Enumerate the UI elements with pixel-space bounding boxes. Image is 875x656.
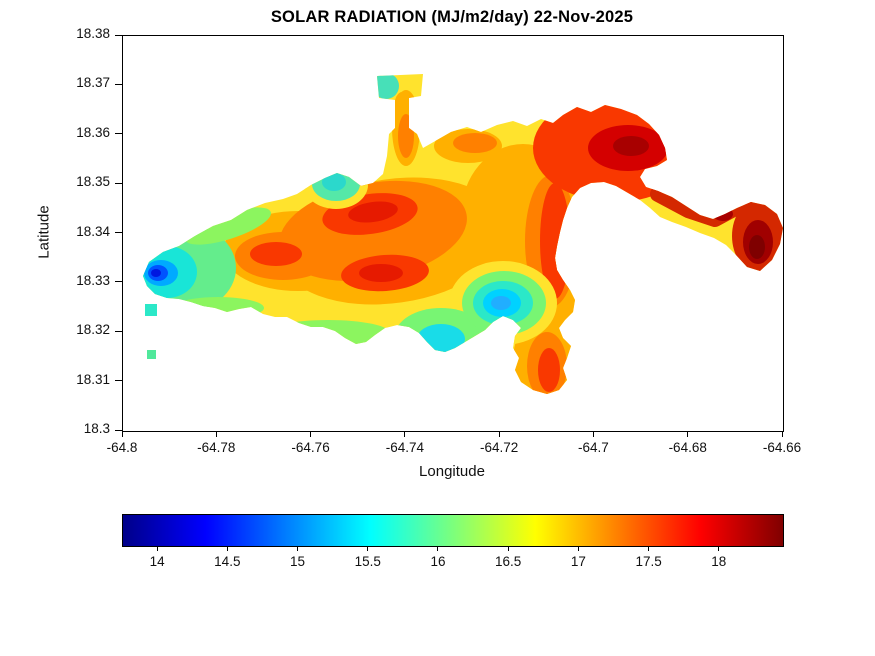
x-axis-tick	[215, 432, 217, 437]
y-axis-tick-label: 18.3	[83, 421, 110, 436]
y-axis-tick-label: 18.34	[76, 223, 110, 239]
x-axis-tick	[121, 432, 123, 437]
colorbar-tick	[226, 547, 228, 551]
colorbar-tick	[507, 547, 509, 551]
x-axis-tick-label: -64.68	[668, 440, 707, 455]
y-axis-tick	[115, 330, 122, 332]
x-axis-label: Longitude	[419, 463, 485, 480]
x-axis-tick	[404, 432, 406, 437]
colorbar-tick-label: 15.5	[354, 554, 381, 569]
x-axis-tick-label: -64.74	[385, 440, 424, 455]
x-axis-tick-label: -64.78	[197, 440, 236, 455]
figure-title: SOLAR RADIATION (MJ/m2/day) 22-Nov-2025	[270, 8, 634, 26]
y-axis-tick	[115, 182, 122, 184]
y-axis-tick-label: 18.38	[76, 26, 110, 41]
x-axis-tick-label: -64.7	[578, 440, 609, 455]
x-axis-tick	[498, 432, 500, 437]
colorbar-tick-label: 18	[711, 554, 727, 569]
contour-fill-layers	[143, 74, 783, 394]
y-axis-tick-label: 18.37	[76, 75, 110, 91]
y-axis-tick-label: 18.35	[76, 174, 110, 190]
colorbar-tick	[156, 547, 158, 551]
x-axis-tick-label: -64.8	[106, 440, 138, 455]
y-axis-tick	[115, 281, 122, 283]
colorbar-tick-label: 14.5	[214, 554, 241, 569]
colorbar	[122, 514, 784, 547]
colorbar-tick	[577, 547, 579, 551]
x-axis-tick-label: -64.72	[480, 440, 519, 455]
colorbar-tick-label: 17.5	[635, 554, 662, 569]
y-axis-tick	[115, 380, 122, 382]
x-axis-tick	[687, 432, 689, 437]
y-axis-tick	[115, 34, 122, 36]
y-axis-tick-label: 18.33	[76, 272, 110, 288]
colorbar-tick-label: 16.5	[495, 554, 522, 569]
x-axis-tick	[781, 432, 783, 437]
x-axis-tick-label: -64.76	[291, 440, 330, 455]
colorbar-tick	[648, 547, 650, 551]
colorbar-tick-label: 14	[149, 554, 165, 569]
colorbar-tick-label: 17	[570, 554, 586, 569]
island-contour-map	[143, 74, 783, 394]
colorbar-tick	[297, 547, 299, 551]
x-axis-tick	[592, 432, 594, 437]
y-axis-tick-label: 18.32	[76, 322, 110, 338]
y-axis-tick-label: 18.31	[76, 371, 110, 387]
x-axis-tick-label: -64.66	[762, 440, 802, 455]
y-axis-tick	[115, 429, 122, 431]
colorbar-tick-label: 15	[290, 554, 306, 569]
colorbar-tick	[437, 547, 439, 551]
y-axis-tick	[115, 133, 122, 135]
colorbar-tick-label: 16	[430, 554, 446, 569]
colorbar-gradient	[123, 515, 783, 546]
y-axis-tick-label: 18.36	[76, 124, 110, 140]
colorbar-tick	[718, 547, 720, 551]
x-axis-tick	[310, 432, 312, 437]
y-axis-tick	[115, 83, 122, 85]
colorbar-tick	[367, 547, 369, 551]
plot-area	[122, 35, 784, 432]
y-axis-tick	[115, 232, 122, 233]
